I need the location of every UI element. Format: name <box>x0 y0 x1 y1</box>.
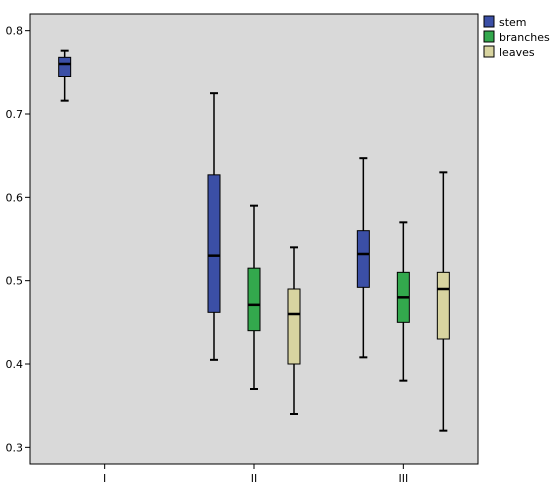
y-tick-label-2: 0.5 <box>6 275 24 288</box>
y-axis: 0.3 0.4 0.5 0.6 0.7 0.8 <box>6 25 30 454</box>
box-iqr <box>247 267 261 332</box>
x-tick-label-III: III <box>398 472 408 485</box>
box-iqr <box>207 174 221 313</box>
y-tick-label-0: 0.3 <box>6 441 24 454</box>
box-iqr <box>287 288 301 365</box>
y-tick-label-5: 0.8 <box>6 25 24 38</box>
box-iqr <box>356 230 370 288</box>
box-iqr <box>436 271 450 340</box>
box-stem-II <box>207 92 221 361</box>
y-tick-label-4: 0.7 <box>6 108 24 121</box>
x-tick-label-II: II <box>251 472 258 485</box>
box-stem-I <box>58 49 72 102</box>
box-branches-III <box>396 221 410 382</box>
box-leaves-II <box>287 246 301 415</box>
box-branches-II <box>247 204 261 390</box>
legend: stem branches leaves <box>483 15 550 59</box>
legend-swatch-branches <box>483 30 495 43</box>
box-leaves-III <box>436 171 450 432</box>
box-series <box>58 49 450 432</box>
legend-swatch-leaves <box>483 45 495 58</box>
box-iqr <box>58 56 72 77</box>
y-tick-label-3: 0.6 <box>6 191 24 204</box>
legend-swatch-stem <box>483 15 495 28</box>
x-axis: I II III <box>103 464 408 485</box>
legend-label-branches: branches <box>499 31 550 44</box>
legend-label-stem: stem <box>499 16 527 29</box>
y-tick-label-1: 0.4 <box>6 358 24 371</box>
legend-label-leaves: leaves <box>499 46 535 59</box>
box-stem-III <box>356 157 370 359</box>
x-tick-label-I: I <box>103 472 106 485</box>
